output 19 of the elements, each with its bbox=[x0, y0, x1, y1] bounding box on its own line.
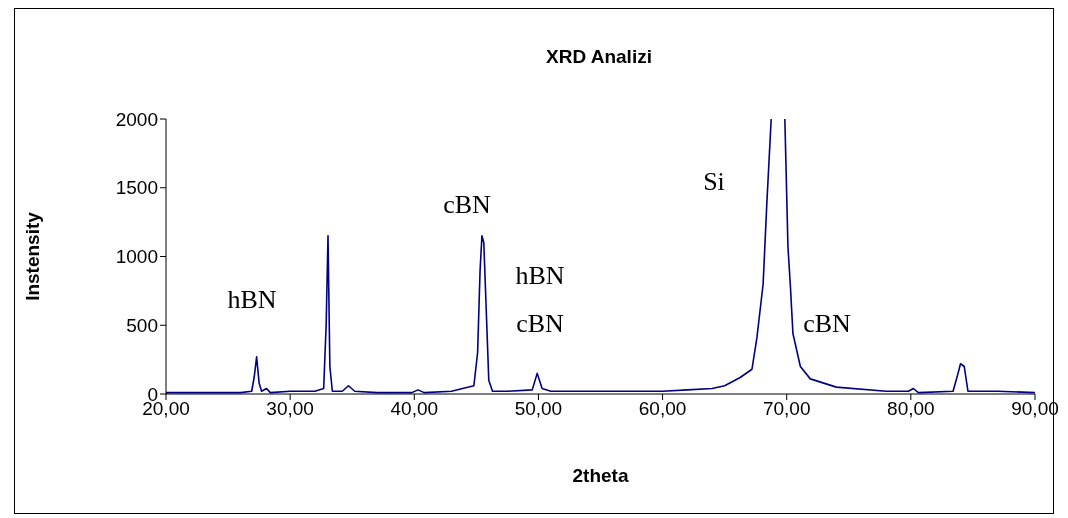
annotation: cBN bbox=[516, 309, 564, 339]
annotation: hBN bbox=[515, 261, 565, 291]
x-tick-label: 30,00 bbox=[266, 398, 314, 420]
y-tick-label: 1500 bbox=[115, 177, 158, 199]
y-tick-label: 1000 bbox=[115, 246, 158, 268]
y-tick-label: 2000 bbox=[115, 108, 158, 130]
x-tick-label: 70,00 bbox=[762, 398, 811, 420]
chart-title: XRD Analizi bbox=[545, 46, 653, 68]
annotation: Si bbox=[703, 167, 725, 197]
annotation: cBN bbox=[443, 190, 491, 220]
x-tick-label: 50,00 bbox=[514, 398, 563, 420]
x-tick-label: 80,00 bbox=[887, 398, 935, 420]
x-tick-label: 40,00 bbox=[390, 398, 439, 420]
x-axis-title: 2theta bbox=[572, 465, 629, 486]
annotation: hBN bbox=[227, 285, 277, 315]
x-tick-label: 60,00 bbox=[638, 398, 687, 420]
y-axis-title: Instensity bbox=[21, 211, 43, 301]
annotation: cBN bbox=[803, 309, 851, 339]
y-tick-label: 500 bbox=[126, 314, 158, 336]
